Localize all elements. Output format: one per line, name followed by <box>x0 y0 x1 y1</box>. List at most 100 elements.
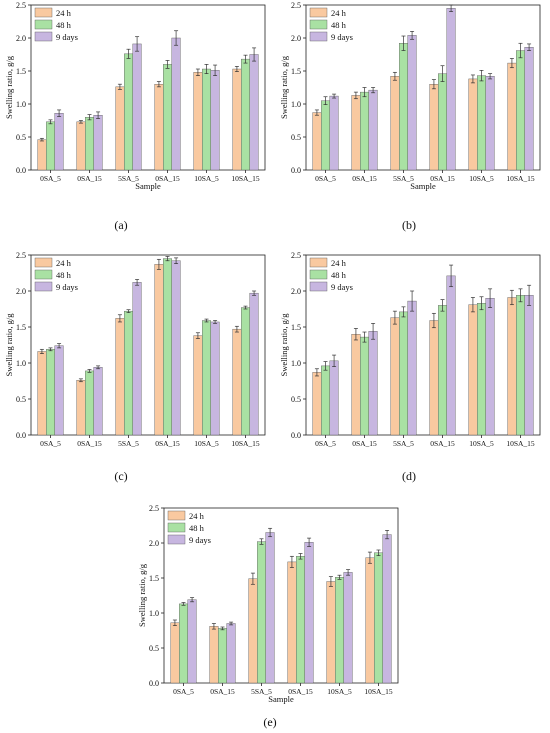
bar <box>202 320 211 436</box>
legend-swatch <box>34 7 53 18</box>
bar <box>249 54 259 171</box>
bar <box>438 73 447 171</box>
bar <box>446 8 456 171</box>
bar <box>193 72 203 171</box>
x-axis-label: Sample <box>268 694 294 704</box>
bar <box>76 380 86 436</box>
y-axis-label: Swelling ratio, g/g <box>137 563 147 627</box>
bar <box>516 295 525 436</box>
x-tick-label: 0SA_5 <box>40 174 61 183</box>
bar <box>187 599 197 684</box>
x-tick-label: 10SA_5 <box>327 687 352 696</box>
bar <box>321 365 330 436</box>
chart-panel-c: 0.0 0.5 1.0 1.5 2.0 2.5 Swelling ratio, g/g 0SA… <box>4 251 266 448</box>
x-tick-label: 0SA_15 <box>155 439 180 448</box>
chart-panel-e: 0.0 0.5 1.0 1.5 2.0 2.5 Swelling ratio, g/g 0SA… <box>137 504 399 704</box>
x-tick-label: 10SA_5 <box>469 174 494 183</box>
legend-label: 9 days <box>189 535 211 545</box>
y-tick-label: 2.0 <box>291 34 301 43</box>
legend-label: 24 h <box>331 258 347 268</box>
x-tick-label: 5SA_5 <box>393 174 414 183</box>
y-tick-label: 2.5 <box>291 251 301 260</box>
x-tick-label: 0SA_15 <box>430 439 455 448</box>
bar <box>170 622 180 684</box>
bar <box>438 305 447 436</box>
bar <box>232 68 242 171</box>
plot-frame <box>163 507 399 684</box>
bar <box>507 297 517 436</box>
bar <box>365 557 375 684</box>
bar <box>210 321 220 436</box>
legend-label: 48 h <box>189 523 205 533</box>
y-tick-label: 1.5 <box>16 323 26 332</box>
legend-swatch <box>309 7 328 18</box>
y-tick-label: 2.5 <box>291 1 301 10</box>
bar <box>351 95 361 171</box>
y-axis-label: Swelling ratio, g/g <box>4 313 14 377</box>
chart-panel-a: 0.0 0.5 1.0 1.5 2.0 2.5 Swelling ratio, g/g 0SA… <box>4 1 266 191</box>
x-tick-label: 10SA_15 <box>506 174 535 183</box>
legend-swatch <box>34 19 53 30</box>
x-tick-label: 5SA_5 <box>393 439 414 448</box>
bar <box>226 623 236 684</box>
x-tick-label: 0SA_5 <box>173 687 194 696</box>
bar <box>507 62 517 171</box>
bar <box>124 310 133 436</box>
caption-b: (b) <box>402 218 416 232</box>
legend-swatch <box>309 19 328 30</box>
bar <box>54 113 64 171</box>
bar <box>257 541 266 684</box>
y-tick-label: 2.5 <box>149 504 159 513</box>
bar <box>37 351 47 436</box>
bar <box>249 292 259 436</box>
x-axis-label: Sample <box>410 181 436 191</box>
bar <box>516 50 525 171</box>
chart-panel-d: 0.0 0.5 1.0 1.5 2.0 2.5 Swelling ratio, g/g 0SA… <box>279 251 541 448</box>
chart-panel-b: 0.0 0.5 1.0 1.5 2.0 2.5 Swelling ratio, g/g 0SA… <box>279 1 541 191</box>
y-tick-label: 0.0 <box>291 431 301 440</box>
x-tick-label: 5SA_5 <box>251 687 272 696</box>
bar <box>312 372 322 436</box>
x-tick-label: 10SA_15 <box>506 439 535 448</box>
bar <box>154 83 164 171</box>
x-tick-label: 5SA_5 <box>118 439 139 448</box>
bar <box>171 37 181 171</box>
bar <box>485 76 495 171</box>
y-tick-label: 1.0 <box>16 100 26 109</box>
y-tick-label: 0.0 <box>16 166 26 175</box>
bar <box>407 35 417 171</box>
bar <box>93 115 103 171</box>
bar <box>329 360 339 436</box>
legend-label: 48 h <box>56 20 72 30</box>
bar <box>429 320 439 436</box>
y-tick-label: 2.0 <box>291 287 301 296</box>
bar <box>524 295 534 436</box>
y-tick-label: 0.0 <box>291 166 301 175</box>
y-tick-label: 2.0 <box>149 539 159 548</box>
x-axis-label: Sample <box>135 181 161 191</box>
x-tick-label: 0SA_15 <box>430 174 455 183</box>
legend-swatch <box>309 257 328 268</box>
bar <box>171 260 181 436</box>
x-tick-label: 5SA_5 <box>118 174 139 183</box>
bar <box>218 628 227 684</box>
bar <box>399 311 408 436</box>
y-tick-label: 2.0 <box>16 34 26 43</box>
y-tick-label: 0.5 <box>16 133 26 142</box>
bar <box>468 78 478 171</box>
caption-a: (a) <box>114 218 128 232</box>
y-tick-label: 0.0 <box>16 431 26 440</box>
caption-d: (d) <box>402 469 416 483</box>
bar <box>179 603 188 684</box>
bar <box>93 367 103 436</box>
legend-swatch <box>167 510 186 521</box>
bar <box>163 64 172 171</box>
bar <box>46 121 55 171</box>
caption-c: (c) <box>114 469 128 483</box>
legend-swatch <box>34 269 53 280</box>
x-tick-label: 10SA_5 <box>194 174 219 183</box>
bar <box>468 304 478 436</box>
x-tick-label: 10SA_5 <box>469 439 494 448</box>
legend-swatch <box>34 31 53 42</box>
bar <box>46 349 55 436</box>
